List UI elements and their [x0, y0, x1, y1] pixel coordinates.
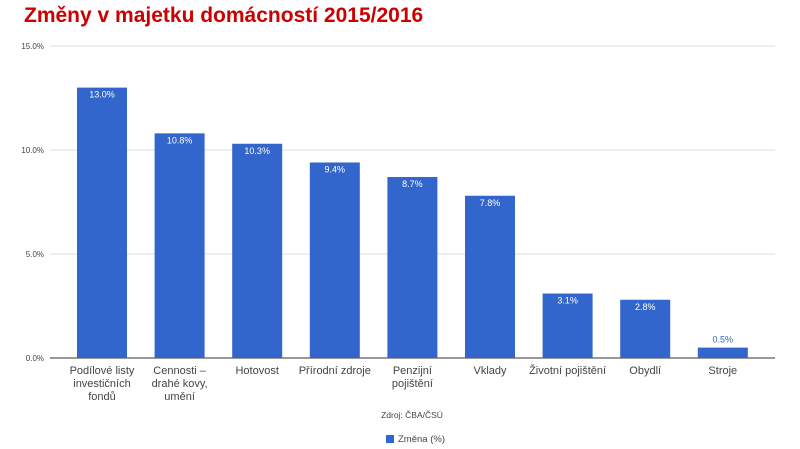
data-label: 3.1% [557, 296, 578, 306]
bar [465, 195, 515, 358]
y-tick-label: 10.0% [21, 146, 44, 155]
category-label: Přírodní zdroje [299, 365, 371, 377]
category-label: Stroje [708, 365, 737, 377]
y-axis-labels: 0.0% 5.0% 10.0% 15.0% [21, 42, 44, 363]
data-label: 10.8% [167, 135, 193, 145]
bar [77, 87, 127, 358]
y-tick-label: 15.0% [21, 42, 44, 51]
legend-label: Změna (%) [398, 434, 445, 445]
category-label: Obydlí [629, 365, 661, 377]
source-note: Zdroj: ČBA/ČSÚ [381, 410, 443, 420]
bar [542, 293, 593, 358]
bar [232, 143, 283, 358]
bar [309, 162, 360, 358]
bar [387, 177, 438, 358]
bar [154, 133, 205, 358]
data-label: 13.0% [89, 90, 115, 100]
bars: 13.0% 10.8% 10.3% 9.4% 8.7% 7.8% 3.1% 2.8% 0.5% [77, 87, 748, 358]
legend: Změna (%) [386, 434, 445, 445]
category-label: Vklady [473, 365, 507, 377]
data-label: 9.4% [325, 164, 346, 174]
legend-swatch [386, 435, 394, 443]
data-label: 2.8% [635, 302, 656, 312]
data-label: 0.5% [713, 335, 734, 345]
category-label: Cennosti – drahé kovy, umění [152, 365, 208, 403]
category-label: Podílové listy investičních fondů [70, 365, 135, 403]
data-label: 7.8% [480, 198, 501, 208]
data-label: 10.3% [244, 146, 270, 156]
category-label: Penzijní pojištění [392, 365, 433, 390]
bar [697, 347, 748, 358]
category-label: Životní pojištění [529, 364, 606, 377]
y-tick-label: 5.0% [26, 250, 44, 259]
data-label: 8.7% [402, 179, 423, 189]
chart-title: Změny v majetku domácností 2015/2016 [24, 4, 424, 27]
category-label: Hotovost [235, 365, 278, 377]
x-axis-labels: Podílové listy investičních fondů Cennosti … [70, 364, 738, 403]
y-tick-label: 0.0% [26, 354, 44, 363]
bar [620, 299, 671, 358]
